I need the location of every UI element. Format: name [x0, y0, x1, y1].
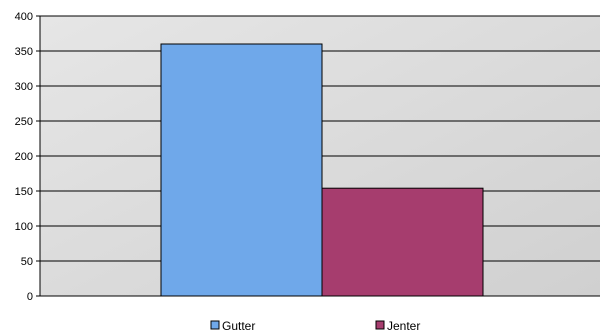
legend: Gutter Jenter — [210, 319, 420, 333]
y-tick-label: 400 — [15, 11, 33, 23]
bar-jenter — [321, 187, 484, 297]
y-tick-label: 50 — [21, 256, 33, 268]
legend-label-jenter: Jenter — [387, 319, 420, 333]
y-tick-label: 300 — [15, 81, 33, 93]
y-tick-label: 250 — [15, 116, 33, 128]
y-tick-label: 0 — [27, 291, 33, 303]
y-axis-ticks: 0 50 100 150 200 250 300 350 400 — [15, 11, 40, 303]
y-tick-label: 350 — [15, 46, 33, 58]
legend-swatch-gutter — [210, 320, 220, 330]
bar-gutter — [160, 43, 323, 297]
y-tick-label: 100 — [15, 221, 33, 233]
legend-swatch-jenter — [375, 320, 385, 330]
y-tick-label: 200 — [15, 151, 33, 163]
legend-label-gutter: Gutter — [222, 319, 255, 333]
bars — [160, 43, 484, 297]
y-tick-label: 150 — [15, 186, 33, 198]
